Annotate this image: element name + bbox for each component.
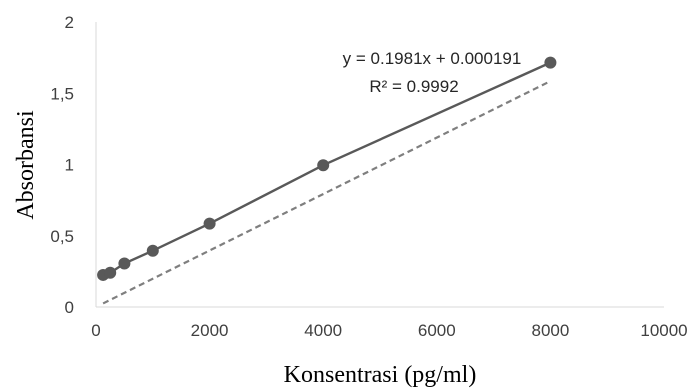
x-tick-label: 2000 xyxy=(191,321,229,340)
y-tick-label: 0 xyxy=(65,298,74,317)
axes xyxy=(95,22,664,308)
y-tick-label: 1 xyxy=(65,156,74,175)
data-point xyxy=(317,159,330,172)
x-tick-label: 10000 xyxy=(640,321,687,340)
x-axis-title: Konsentrasi (pg/ml) xyxy=(284,362,477,388)
data-point xyxy=(146,244,159,257)
data-point xyxy=(203,217,216,230)
y-axis-title: Absorbansi xyxy=(13,110,39,220)
y-tick-label: 0,5 xyxy=(50,227,74,246)
series-lines xyxy=(102,61,551,305)
tick-labels: 0 2000 4000 6000 8000 10000 0 0,5 1 1,5 2 xyxy=(50,13,687,340)
trendline xyxy=(102,80,551,305)
x-tick-label: 4000 xyxy=(304,321,342,340)
trendline-r-squared: R² = 0.9992 xyxy=(369,77,458,96)
y-tick-label: 1,5 xyxy=(50,84,74,103)
trendline-equation: y = 0.1981x + 0.000191 xyxy=(343,49,522,68)
x-tick-label: 8000 xyxy=(531,321,569,340)
x-tick-label: 6000 xyxy=(418,321,456,340)
x-tick-label: 0 xyxy=(91,321,100,340)
data-point xyxy=(104,266,117,279)
data-point xyxy=(118,257,131,270)
data-points xyxy=(97,56,557,281)
y-tick-label: 2 xyxy=(65,13,74,32)
data-point xyxy=(544,56,557,69)
